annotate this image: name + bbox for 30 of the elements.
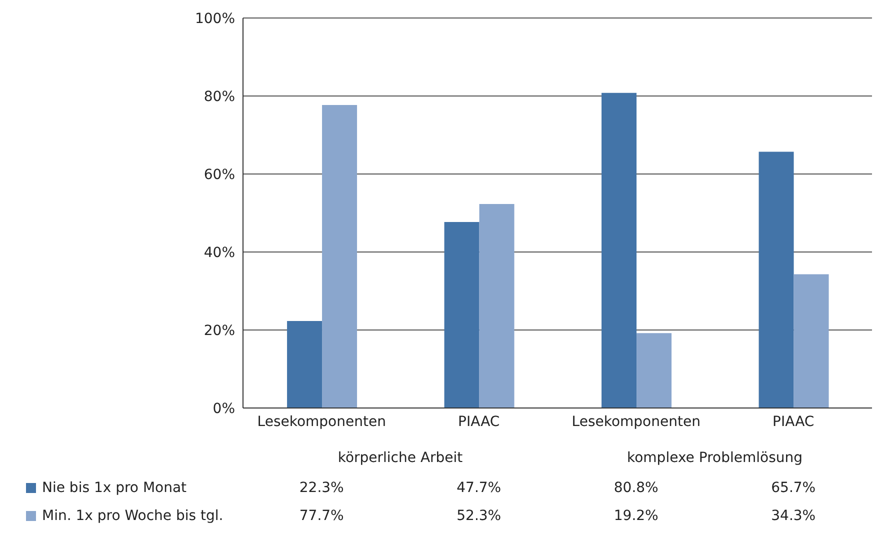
text: körperliche Arbeit (336, 450, 464, 466)
data-label: 47.7% (456, 480, 502, 496)
data-label: 22.3% (298, 480, 345, 496)
bar (602, 92, 637, 408)
y-tick-label: 100% (194, 10, 235, 27)
bar (444, 222, 480, 408)
data-label: 77.7% (298, 508, 345, 524)
legend-label: Nie bis 1x pro Monat (42, 480, 187, 496)
bar (636, 333, 672, 408)
y-tick-label: 20% (204, 322, 235, 339)
bar (479, 204, 514, 408)
bar (758, 152, 794, 408)
x-tick-label: PIAAC (772, 414, 814, 430)
bar (794, 274, 829, 408)
data-label: 52.3% (456, 508, 502, 524)
y-tick-label: 60% (204, 166, 235, 183)
bar (322, 104, 358, 408)
legend-label: Min. 1x pro Woche bis tgl. (42, 508, 224, 524)
data-label: 65.7% (770, 480, 817, 496)
data-label: 80.8% (612, 480, 660, 496)
data-label: 34.3% (770, 508, 817, 524)
y-tick-label: 80% (204, 88, 235, 105)
data-label: 19.2% (612, 508, 660, 524)
x-tick-label: PIAAC (458, 414, 500, 430)
x-tick-label: Lesekomponenten (257, 414, 386, 430)
y-tick-label: 0% (212, 400, 235, 417)
x-tick-label: Lesekomponenten (572, 414, 700, 430)
y-tick-label: 40% (204, 244, 235, 261)
text: komplexe Problemlösung (626, 450, 804, 466)
bar (287, 321, 322, 408)
